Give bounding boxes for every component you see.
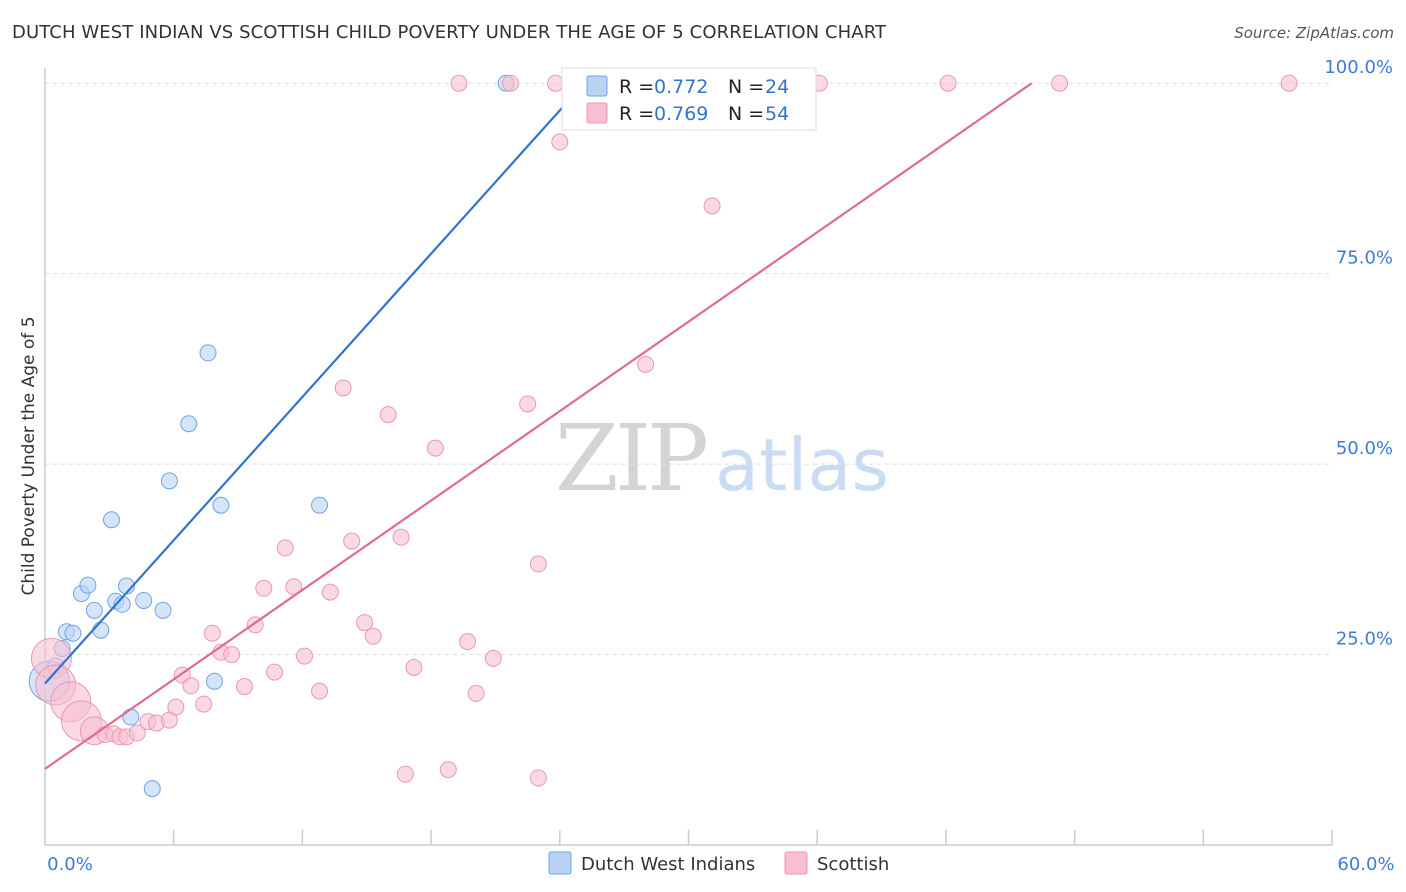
legend-n-value-scottish: 54 bbox=[765, 103, 789, 125]
point-scottish bbox=[182, 677, 200, 695]
point-dutch-west-indians bbox=[64, 624, 82, 642]
point-scottish bbox=[223, 646, 241, 664]
point-scottish bbox=[519, 395, 537, 413]
series-legend: Dutch West Indians Scottish bbox=[548, 851, 889, 875]
x-tick-label-min: 0.0% bbox=[47, 854, 93, 875]
stats-legend: R = 0.772 N = 24 R = 0.769 N = 54 bbox=[561, 67, 817, 131]
legend-r-value-dutch: 0.772 bbox=[654, 76, 708, 98]
point-scottish bbox=[450, 74, 468, 92]
watermark: ZIP atlas bbox=[555, 405, 889, 512]
watermark-atlas: atlas bbox=[715, 423, 889, 507]
trend-lines bbox=[44, 82, 1033, 770]
y-tick-label: 50.0% bbox=[1336, 438, 1393, 459]
point-dutch-west-indians bbox=[92, 621, 110, 639]
y-tick-labels: 25.0% 50.0% 75.0% 100.0% bbox=[1324, 57, 1393, 649]
point-dutch-west-indians bbox=[180, 415, 198, 433]
point-scottish bbox=[128, 724, 146, 742]
point-dutch-west-indians bbox=[143, 780, 161, 798]
y-axis-title: Child Poverty Under the Age of 5 bbox=[19, 316, 39, 595]
point-scottish bbox=[1051, 74, 1069, 92]
point-scottish bbox=[439, 761, 457, 779]
point-scottish bbox=[703, 197, 721, 215]
point-scottish bbox=[501, 74, 519, 92]
point-scottish bbox=[637, 355, 655, 373]
point-scottish bbox=[529, 769, 547, 787]
legend-r-value-scottish: 0.769 bbox=[654, 103, 708, 125]
trend-line-dutch-west-indians bbox=[44, 97, 572, 685]
legend-n-label-scottish: N = bbox=[728, 103, 764, 125]
point-scottish bbox=[311, 682, 329, 700]
point-dutch-west-indians bbox=[102, 511, 120, 529]
legend-swatch-dutch bbox=[586, 75, 608, 97]
point-scottish bbox=[195, 695, 213, 713]
point-dutch-west-indians bbox=[205, 672, 223, 690]
bottom-legend-swatch-dutch bbox=[548, 851, 572, 875]
point-scottish bbox=[551, 133, 569, 151]
point-scottish bbox=[467, 684, 485, 702]
y-tick-label: 75.0% bbox=[1336, 248, 1393, 269]
point-scottish bbox=[334, 379, 352, 397]
legend-swatch-scottish bbox=[586, 102, 608, 124]
point-scottish bbox=[276, 539, 294, 557]
x-ticks bbox=[172, 830, 1333, 845]
watermark-zip: ZIP bbox=[555, 405, 706, 512]
point-dutch-west-indians bbox=[212, 496, 230, 514]
point-scottish bbox=[266, 663, 284, 681]
gridlines bbox=[45, 82, 1332, 656]
point-scottish bbox=[484, 649, 502, 667]
point-dutch-west-indians bbox=[160, 472, 178, 490]
point-scottish bbox=[405, 659, 423, 677]
bottom-legend-label-dutch: Dutch West Indians bbox=[581, 854, 755, 875]
point-dutch-west-indians bbox=[135, 591, 153, 609]
point-scottish bbox=[203, 624, 221, 642]
point-dutch-west-indians bbox=[311, 496, 329, 514]
point-scottish bbox=[343, 532, 361, 550]
point-scottish bbox=[1280, 74, 1298, 92]
point-dutch-west-indians bbox=[154, 601, 172, 619]
point-dutch-west-indians bbox=[79, 576, 97, 594]
data-points bbox=[28, 74, 1298, 798]
x-tick-label-max: 60.0% bbox=[1337, 854, 1394, 875]
y-tick-label: 25.0% bbox=[1336, 629, 1393, 650]
legend-r-label-scottish: R = bbox=[619, 103, 654, 125]
point-scottish bbox=[529, 555, 547, 573]
point-scottish bbox=[167, 698, 185, 716]
point-scottish bbox=[426, 439, 444, 457]
point-scottish bbox=[364, 627, 382, 645]
legend-n-value-dutch: 24 bbox=[765, 76, 789, 98]
point-scottish bbox=[392, 528, 410, 546]
y-tick-label: 100.0% bbox=[1324, 57, 1393, 78]
legend-r-label-dutch: R = bbox=[619, 76, 654, 98]
point-dutch-west-indians bbox=[199, 344, 217, 362]
source-label: Source: ZipAtlas.com bbox=[1234, 24, 1394, 42]
point-scottish bbox=[296, 647, 314, 665]
point-scottish bbox=[396, 765, 414, 783]
point-scottish bbox=[321, 583, 339, 601]
point-scottish bbox=[255, 579, 273, 597]
point-scottish bbox=[939, 74, 957, 92]
trend-line-scottish bbox=[44, 82, 1033, 770]
point-scottish bbox=[547, 74, 565, 92]
chart-title: DUTCH WEST INDIAN VS SCOTTISH CHILD POVE… bbox=[12, 22, 887, 43]
point-dutch-west-indians bbox=[122, 708, 140, 726]
point-scottish bbox=[235, 678, 253, 696]
point-scottish bbox=[379, 406, 397, 424]
point-scottish bbox=[356, 614, 374, 632]
bottom-legend-swatch-scottish bbox=[784, 851, 808, 875]
point-scottish bbox=[459, 633, 477, 651]
point-dutch-west-indians bbox=[85, 601, 103, 619]
legend-n-label-dutch: N = bbox=[728, 76, 764, 98]
bottom-legend-label-scottish: Scottish bbox=[817, 854, 889, 875]
